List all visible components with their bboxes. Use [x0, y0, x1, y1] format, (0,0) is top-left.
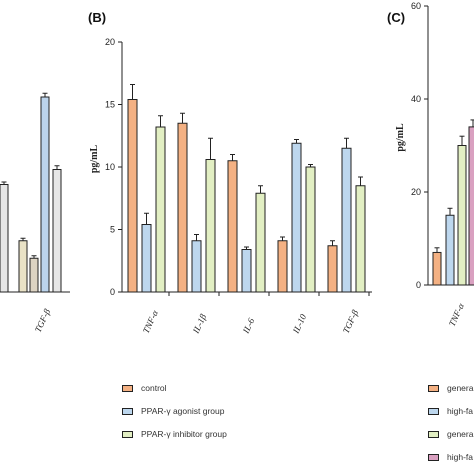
y-tick-label-b-2: 10: [105, 162, 115, 172]
x-tick-label-b-1: IL-1β: [190, 312, 208, 336]
legend-label: genera: [447, 429, 474, 439]
x-tick-label-b-0: TNF-α: [141, 308, 160, 334]
legend-item-c-3: high-fa: [428, 452, 473, 462]
legend-item-c-0: genera: [428, 383, 473, 393]
y-axis-label-b: pg/mL: [89, 145, 100, 174]
legend-label: control: [141, 383, 167, 393]
bar-b-2-1: [241, 249, 252, 293]
bar-b-1-0: [177, 122, 188, 293]
bar-b-1-1: [191, 240, 202, 293]
y-tick-label-b-1: 5: [110, 225, 115, 235]
panel-b-label: (B): [88, 10, 107, 25]
legend-label: high-fa: [447, 452, 473, 462]
legend-label: genera: [447, 383, 474, 393]
legend-item-b-0: control: [122, 383, 167, 393]
y-tick-label-c-3: 60: [411, 1, 421, 11]
bar-a-3: [40, 96, 50, 293]
legend-swatch: [428, 430, 439, 438]
bar-c-0-1: [445, 214, 455, 286]
y-tick-label-b-3: 15: [105, 100, 115, 110]
panel-b-chart: 0 5 10 15 20 pg/mL TNF-α IL-1β IL-6 IL-10 TGF-β: [89, 37, 372, 336]
bar-c-0-3: [468, 126, 474, 286]
y-tick-label-c-0: 0: [416, 280, 421, 290]
bar-b-3-0: [277, 240, 288, 293]
legend-swatch: [122, 407, 133, 415]
y-tick-label-c-2: 40: [411, 94, 421, 104]
bar-a-1: [18, 240, 28, 293]
panel-c-chart: 0 20 40 60 pg/mL TNF-α: [395, 1, 474, 328]
legend-swatch: [428, 407, 439, 415]
bar-c-0-2: [457, 145, 467, 286]
y-tick-label-c-1: 20: [411, 187, 421, 197]
legend-label: high-fa: [447, 406, 473, 416]
legend-item-b-1: PPAR-γ agonist group: [122, 406, 224, 416]
legend-swatch: [122, 384, 133, 392]
panel-a-chart: TGF-β: [0, 92, 70, 334]
bar-b-0-2: [155, 126, 166, 293]
legend-label: PPAR-γ agonist group: [141, 406, 225, 416]
bar-b-1-2: [205, 159, 216, 293]
x-tick-label-b-4: TGF-β: [341, 308, 361, 335]
x-tick-label-b-3: IL-10: [290, 312, 308, 336]
y-tick-label-b-4: 20: [105, 37, 115, 47]
bar-a-2: [29, 257, 39, 293]
x-tick-label-b-2: IL-6: [240, 316, 256, 336]
bar-b-4-0: [327, 245, 338, 293]
legend-swatch: [122, 430, 133, 438]
bar-b-3-2: [305, 166, 316, 293]
bar-b-4-2: [355, 185, 366, 293]
bar-b-3-1: [291, 142, 302, 293]
legend-swatch: [428, 384, 439, 392]
bar-b-2-2: [255, 192, 266, 293]
legend-item-c-1: high-fa: [428, 406, 473, 416]
bar-b-0-0: [127, 99, 138, 293]
y-axis-label-c: pg/mL: [395, 123, 406, 152]
panel-c-label: (C): [387, 10, 406, 25]
legend-swatch: [428, 453, 439, 461]
legend-item-b-2: PPAR-γ inhibitor group: [122, 429, 227, 439]
y-tick-label-b-0: 0: [110, 287, 115, 297]
legend-item-c-2: genera: [428, 429, 473, 439]
bar-a-0: [0, 184, 9, 293]
legend-label: PPAR-γ inhibitor group: [141, 429, 227, 439]
bar-b-2-0: [227, 160, 238, 293]
bar-b-0-1: [141, 224, 152, 293]
bar-c-0-0: [432, 251, 442, 286]
x-tick-label-c-0: TNF-α: [447, 301, 466, 327]
tick-label-a-1: TGF-β: [33, 307, 53, 334]
bar-a-4: [52, 169, 62, 293]
bar-b-4-1: [341, 147, 352, 293]
